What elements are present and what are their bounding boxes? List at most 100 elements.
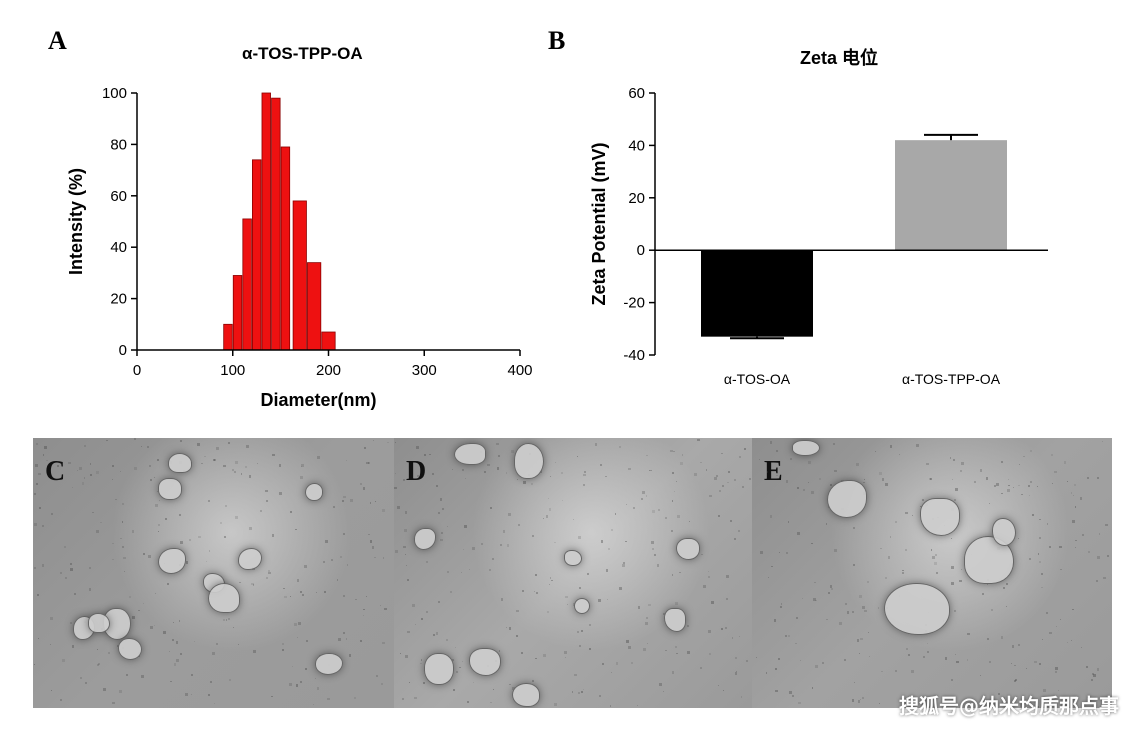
stain-speck [295,528,298,531]
stain-speck [1007,479,1009,481]
stain-speck [853,563,856,566]
stain-speck [508,627,512,630]
stain-speck [81,482,85,485]
stain-speck [955,488,958,491]
stain-speck [787,520,790,523]
y-tick-label: 100 [102,85,127,102]
stain-speck [982,592,985,595]
stain-speck [193,640,196,643]
stain-speck [928,477,931,480]
stain-speck [721,485,724,488]
stain-speck [622,561,626,565]
stain-speck [670,449,673,453]
stain-speck [46,459,48,462]
stain-speck [645,622,649,626]
stain-speck [626,640,629,644]
stain-speck [926,642,928,645]
stain-speck [37,638,39,640]
stain-speck [1050,453,1053,456]
stain-speck [739,455,742,458]
stain-speck [197,443,200,447]
stain-speck [98,663,101,666]
stain-speck [112,701,115,705]
stain-speck [155,593,157,595]
stain-speck [874,451,876,453]
stain-speck [640,497,644,501]
stain-speck [384,608,387,611]
nanoparticle [118,638,142,660]
stain-speck [80,677,83,680]
stain-speck [1101,440,1103,442]
stain-speck [229,679,232,682]
stain-speck [490,507,492,509]
stain-speck [1073,494,1075,496]
stain-speck [725,627,727,629]
stain-speck [173,663,176,666]
stain-speck [289,683,292,686]
stain-speck [1029,449,1032,452]
stain-speck [345,638,348,640]
stain-speck [342,595,345,598]
stain-speck [697,438,701,442]
stain-speck [372,439,375,442]
stain-speck [462,660,464,662]
stain-speck [776,474,779,477]
stain-speck [825,523,827,525]
stain-speck [323,561,325,563]
stain-speck [771,566,773,568]
stain-speck [1091,673,1094,676]
stain-speck [1021,493,1023,495]
stain-speck [498,650,500,652]
stain-speck [573,519,574,521]
stain-speck [652,510,655,513]
stain-speck [1039,663,1042,666]
stain-speck [546,611,549,614]
stain-speck [271,695,273,698]
stain-speck [366,461,369,465]
stain-speck [252,583,255,586]
stain-speck [780,602,783,605]
stain-speck [756,656,758,658]
stain-speck [726,598,729,601]
stain-speck [90,463,92,465]
stain-speck [863,481,865,484]
stain-speck [119,690,123,693]
stain-speck [689,520,691,522]
stain-speck [1068,702,1070,704]
stain-speck [709,653,711,655]
stain-speck [157,459,159,462]
stain-speck [910,669,914,673]
stain-speck [542,653,546,657]
stain-speck [1036,705,1040,708]
stain-speck [1018,484,1020,487]
stain-speck [610,528,613,531]
stain-speck [632,507,635,510]
stain-speck [996,482,999,486]
stain-speck [1015,678,1018,681]
nanoparticle [158,478,182,500]
stain-speck [548,497,550,500]
stain-speck [70,567,74,571]
stain-speck [516,609,519,613]
stain-speck [232,468,235,471]
stain-speck [615,513,617,515]
stain-speck [180,540,183,544]
stain-speck [259,509,263,513]
stain-speck [707,629,711,633]
stain-speck [828,592,831,595]
stain-speck [39,507,42,510]
stain-speck [35,442,39,446]
stain-speck [204,455,206,458]
stain-speck [1070,640,1073,642]
stain-speck [171,639,175,642]
y-tick-label: 0 [637,242,645,259]
nanoparticle [454,443,486,465]
nanoparticle [574,598,590,614]
stain-speck [863,479,865,481]
stain-speck [1098,533,1101,535]
stain-speck [205,560,207,562]
stain-speck [549,475,552,478]
stain-speck [402,698,404,700]
stain-speck [179,620,181,622]
stain-speck [786,551,789,554]
